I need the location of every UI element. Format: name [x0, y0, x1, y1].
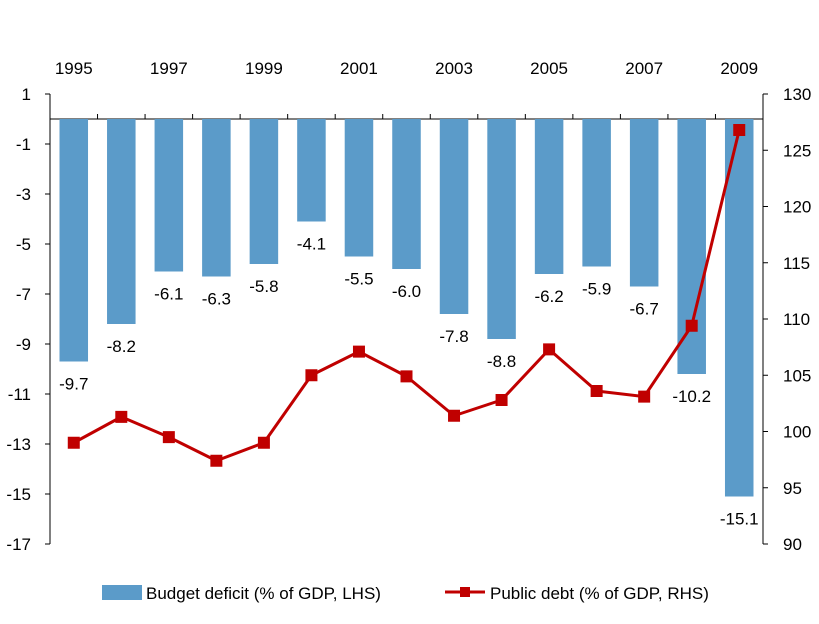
deficit-bar	[249, 119, 279, 264]
left-tick-label: -17	[6, 535, 31, 554]
deficit-data-label: -4.1	[297, 235, 326, 254]
right-tick-label: 100	[783, 423, 811, 442]
legend-bar-swatch	[102, 585, 142, 600]
x-tick-label: 2009	[720, 59, 758, 78]
legend-bar-label: Budget deficit (% of GDP, LHS)	[146, 584, 381, 603]
deficit-bar	[154, 119, 184, 272]
deficit-bar	[297, 119, 326, 222]
debt-line-series	[67, 124, 746, 467]
left-tick-label: -1	[16, 135, 31, 154]
x-tick-label: 2003	[435, 59, 473, 78]
deficit-data-label: -6.1	[154, 285, 183, 304]
debt-point	[638, 390, 651, 403]
x-tick-label: 1997	[150, 59, 188, 78]
deficit-bar	[439, 119, 469, 314]
deficit-bars	[59, 119, 754, 497]
debt-point	[400, 370, 413, 383]
right-tick-label: 110	[783, 310, 810, 329]
debt-point	[352, 345, 365, 358]
x-tick-label: 2007	[625, 59, 663, 78]
deficit-bar	[107, 119, 136, 324]
right-tick-label: 125	[783, 141, 811, 160]
debt-point	[257, 436, 270, 449]
deficit-data-label: -6.0	[392, 282, 421, 301]
x-tick-label: 1999	[245, 59, 283, 78]
deficit-data-label: -8.8	[487, 352, 516, 371]
debt-point	[685, 319, 698, 332]
deficit-data-label: -15.1	[720, 510, 759, 529]
deficit-bar	[677, 119, 706, 374]
deficit-bar	[487, 119, 516, 339]
debt-point	[543, 343, 556, 356]
deficit-bar	[202, 119, 231, 277]
deficit-bar	[582, 119, 611, 267]
left-tick-label: -3	[16, 185, 31, 204]
left-y-axis: 1 -1 -3 -5 -7 -9 -11 -13 -15 -17	[6, 85, 51, 554]
left-tick-label: -11	[8, 385, 31, 404]
deficit-data-label: -5.5	[344, 270, 373, 289]
deficit-bar	[724, 119, 754, 497]
deficit-bar	[534, 119, 564, 274]
deficit-data-label: -6.2	[534, 287, 563, 306]
debt-point	[67, 436, 80, 449]
x-tick-label: 2001	[340, 59, 378, 78]
deficit-bar	[629, 119, 659, 287]
debt-point	[115, 410, 128, 423]
right-tick-label: 115	[783, 254, 810, 273]
left-tick-label: -15	[6, 485, 31, 504]
legend: Budget deficit (% of GDP, LHS) Public de…	[102, 584, 709, 603]
debt-point	[305, 369, 318, 382]
legend-line-marker	[460, 587, 470, 597]
debt-point	[495, 394, 508, 406]
deficit-data-label: -9.7	[59, 375, 88, 394]
debt-point	[210, 454, 223, 467]
left-tick-label: -7	[16, 285, 31, 304]
deficit-data-label: -7.8	[439, 327, 468, 346]
deficit-bar	[392, 119, 421, 269]
deficit-data-labels: -9.7 -8.2 -6.1 -6.3 -5.8 -4.1 -5.5 -6.0 -7.8 -8.8…	[59, 235, 758, 529]
debt-point	[162, 431, 175, 444]
deficit-bar	[344, 119, 374, 257]
deficit-data-label: -5.9	[582, 280, 611, 299]
x-axis: 1995 1997 1999 2001 2003 2005 2007 2009	[49, 59, 764, 120]
deficit-data-label: -8.2	[107, 337, 136, 356]
deficit-data-label: -10.2	[672, 387, 711, 406]
left-tick-label: -13	[6, 435, 31, 454]
debt-point	[590, 385, 603, 397]
debt-point	[448, 409, 461, 422]
x-tick-label: 1995	[55, 59, 93, 78]
right-tick-label: 105	[783, 366, 811, 385]
deficit-data-label: -6.3	[202, 290, 231, 309]
right-tick-label: 120	[783, 198, 811, 217]
x-tick-label: 2005	[530, 59, 568, 78]
legend-line-label: Public debt (% of GDP, RHS)	[490, 584, 709, 603]
right-tick-label: 95	[783, 479, 802, 498]
deficit-data-label: -6.7	[630, 300, 659, 319]
deficit-bar	[59, 119, 89, 362]
right-tick-label: 90	[783, 535, 802, 554]
debt-point	[733, 124, 746, 136]
right-tick-label: 130	[783, 85, 811, 104]
left-tick-label: -9	[16, 335, 31, 354]
deficit-data-label: -5.8	[249, 277, 278, 296]
left-tick-label: 1	[22, 85, 31, 104]
left-tick-label: -5	[16, 235, 31, 254]
right-y-axis: 130 125 120 115 110 105 100 95 90	[762, 85, 811, 554]
